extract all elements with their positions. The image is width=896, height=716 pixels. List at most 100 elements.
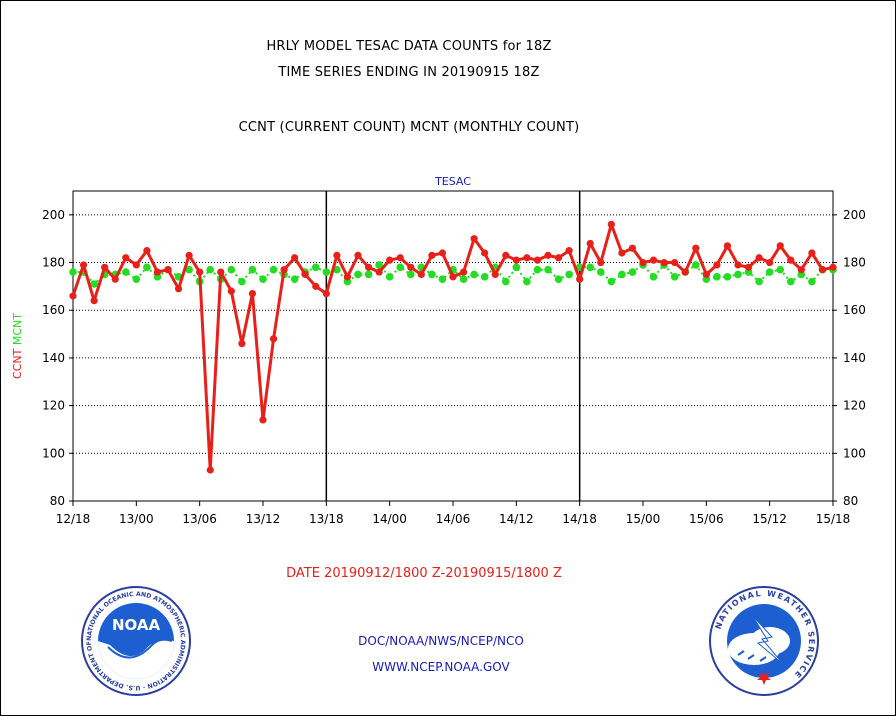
x-tick-label: 15/06 xyxy=(689,512,724,526)
chart-title-line-2: TIME SERIES ENDING IN 20190915 18Z xyxy=(278,65,540,80)
data-point-ccnt xyxy=(364,263,373,271)
y-tick-label-right: 120 xyxy=(843,399,866,413)
noaa-logo-text: NOAA xyxy=(112,616,161,634)
data-point-ccnt xyxy=(544,251,552,259)
x-tick-label: 13/12 xyxy=(246,512,281,526)
data-point-mcnt xyxy=(512,263,521,272)
series-line-ccnt xyxy=(71,222,834,472)
y-axis-label-ccnt: CCNT xyxy=(11,348,24,379)
data-point-ccnt xyxy=(174,285,183,293)
x-tick-label: 14/06 xyxy=(436,512,471,526)
data-point-ccnt xyxy=(217,268,225,276)
data-point-ccnt xyxy=(533,256,542,264)
data-point-ccnt xyxy=(639,258,647,267)
x-tick-label: 15/18 xyxy=(816,512,851,526)
data-point-ccnt xyxy=(787,256,795,264)
y-tick-label-right: 200 xyxy=(843,208,866,222)
data-point-mcnt xyxy=(143,263,151,272)
data-point-ccnt xyxy=(185,251,193,259)
data-point-mcnt xyxy=(713,273,721,281)
data-point-mcnt xyxy=(459,275,468,284)
y-tick-label-left: 120 xyxy=(42,399,65,413)
data-point-ccnt xyxy=(649,256,658,264)
data-point-ccnt xyxy=(681,268,689,276)
data-point-ccnt xyxy=(449,273,457,281)
data-point-mcnt xyxy=(596,268,605,276)
data-point-ccnt xyxy=(248,289,257,298)
data-point-ccnt xyxy=(322,289,330,298)
data-point-ccnt xyxy=(196,268,204,276)
data-point-ccnt xyxy=(69,292,77,300)
website-link[interactable]: WWW.NCEP.NOAA.GOV xyxy=(372,660,510,674)
data-point-mcnt xyxy=(755,277,763,286)
data-point-ccnt xyxy=(79,261,88,269)
data-point-mcnt xyxy=(69,268,77,276)
data-point-mcnt xyxy=(628,268,637,276)
data-point-mcnt xyxy=(375,261,383,269)
y-tick-label-left: 200 xyxy=(42,208,65,222)
data-point-mcnt xyxy=(765,268,774,276)
data-point-mcnt xyxy=(734,270,742,279)
data-point-ccnt xyxy=(818,266,827,274)
data-point-ccnt xyxy=(713,261,721,269)
data-point-ccnt xyxy=(512,256,520,264)
plot-border xyxy=(72,190,834,502)
data-point-mcnt xyxy=(544,265,552,274)
data-point-mcnt xyxy=(132,275,141,284)
data-point-ccnt xyxy=(671,258,679,267)
data-point-mcnt xyxy=(259,275,267,284)
data-point-mcnt xyxy=(523,277,531,286)
x-tick-label: 15/12 xyxy=(752,512,787,526)
x-tick-label: 13/18 xyxy=(309,512,344,526)
data-point-ccnt xyxy=(459,268,468,276)
data-point-ccnt xyxy=(776,242,784,250)
data-point-mcnt xyxy=(396,263,405,272)
data-point-ccnt xyxy=(797,266,805,274)
data-point-mcnt xyxy=(322,268,331,276)
data-point-mcnt xyxy=(691,261,700,269)
data-point-ccnt xyxy=(227,287,235,295)
data-point-mcnt xyxy=(428,270,436,279)
data-point-ccnt xyxy=(259,416,267,424)
data-point-ccnt xyxy=(523,254,531,262)
nws-logo: NATIONAL WEATHER SERVICE xyxy=(709,586,819,696)
data-point-ccnt xyxy=(755,254,763,262)
y-tick-label-left: 160 xyxy=(42,303,65,317)
data-point-ccnt xyxy=(396,254,404,262)
data-point-mcnt xyxy=(90,280,98,288)
data-point-mcnt xyxy=(533,265,542,274)
data-point-mcnt xyxy=(269,265,278,274)
data-point-ccnt xyxy=(164,266,172,274)
x-tick-label: 13/00 xyxy=(119,512,154,526)
data-point-ccnt xyxy=(554,254,563,262)
data-point-ccnt xyxy=(291,254,299,262)
data-point-ccnt xyxy=(417,270,425,279)
data-point-mcnt xyxy=(248,265,257,274)
data-point-mcnt xyxy=(290,275,299,284)
x-tick-label: 12/18 xyxy=(56,512,91,526)
data-point-ccnt xyxy=(238,340,246,348)
data-point-ccnt xyxy=(628,244,637,252)
data-point-ccnt xyxy=(597,258,605,267)
y-axis-label: CCNT MCNT xyxy=(11,313,24,379)
x-tick-label: 13/06 xyxy=(182,512,217,526)
data-point-mcnt xyxy=(354,270,362,279)
data-point-ccnt xyxy=(122,254,130,262)
data-point-mcnt xyxy=(364,270,373,279)
data-point-ccnt xyxy=(407,263,415,271)
data-point-mcnt xyxy=(786,277,795,286)
x-tick-label: 14/18 xyxy=(562,512,597,526)
data-point-mcnt xyxy=(607,277,616,286)
data-point-mcnt xyxy=(206,265,215,274)
plot-svg: TESAC 80 80 100 100 120 120 140 140 160 160 180 180 2… xyxy=(11,175,866,526)
x-tick-label: 15/00 xyxy=(626,512,661,526)
data-point-mcnt xyxy=(480,273,489,281)
data-point-ccnt xyxy=(101,263,109,271)
data-point-mcnt xyxy=(808,277,816,286)
data-point-ccnt xyxy=(618,249,626,257)
data-point-mcnt xyxy=(554,275,563,284)
y-tick-label-right: 140 xyxy=(843,351,866,365)
y-tick-label-right: 160 xyxy=(843,303,866,317)
x-tick-label: 14/00 xyxy=(372,512,407,526)
